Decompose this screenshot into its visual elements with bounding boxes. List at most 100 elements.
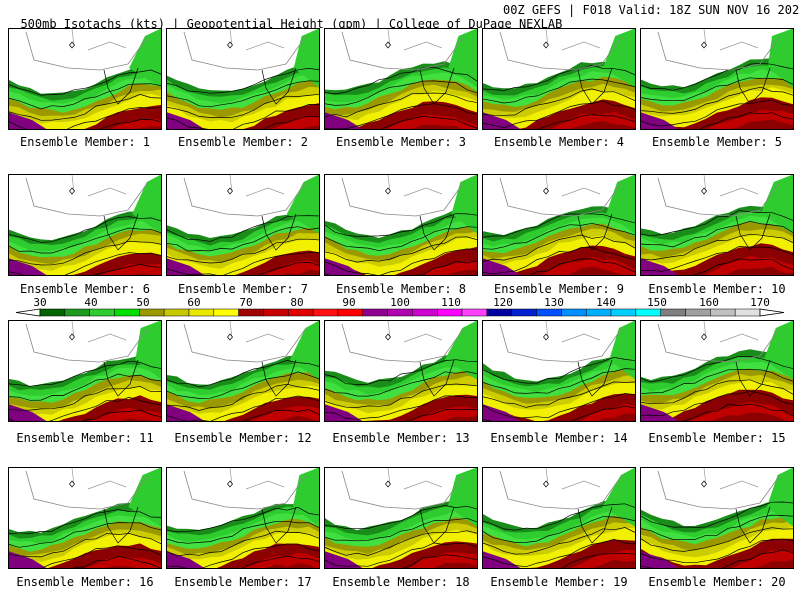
coastline — [261, 213, 297, 251]
isotach-colorbar — [15, 308, 785, 317]
colorbar-swatch — [39, 308, 66, 317]
colorbar-swatch — [486, 308, 512, 317]
ensemble-member-label: Ensemble Member: 14 — [490, 431, 628, 445]
pole-marker-icon — [701, 187, 707, 195]
height-contour — [527, 258, 636, 276]
height-contour — [166, 371, 320, 399]
pole-marker-icon — [701, 41, 707, 49]
colorbar-swatch — [263, 308, 289, 317]
height-contour — [8, 522, 162, 548]
border-line — [341, 177, 465, 217]
border-line — [25, 470, 149, 510]
height-contour — [324, 226, 478, 252]
isotach-band — [324, 552, 478, 569]
isotach-map — [166, 467, 320, 569]
isotach-band — [763, 320, 794, 380]
isotach-band — [482, 403, 636, 422]
isotach-band — [8, 118, 162, 130]
coastline — [577, 67, 613, 105]
ensemble-map-panel — [8, 320, 162, 422]
title-left: 500mb Isotachs (kts) | Geopotential Heig… — [20, 17, 563, 31]
isotach-band — [324, 406, 478, 422]
height-contour — [482, 100, 636, 129]
ensemble-map-panel — [324, 174, 478, 276]
ensemble-member-label: Ensemble Member: 16 — [16, 575, 154, 589]
pole-marker-icon — [385, 41, 391, 49]
coastline — [261, 359, 297, 397]
colorbar-swatch — [188, 308, 215, 317]
pole-marker-icon — [385, 480, 391, 488]
ensemble-member-label: Ensemble Member: 6 — [19, 282, 151, 296]
border-line — [71, 320, 127, 343]
height-contour — [640, 233, 794, 261]
colorbar-arrow-right — [759, 308, 785, 317]
border-line — [25, 323, 149, 363]
ensemble-map-panel — [324, 320, 478, 422]
height-contour — [640, 514, 794, 541]
height-contour — [166, 507, 320, 533]
panel-frame — [8, 320, 162, 422]
height-contour — [482, 247, 636, 275]
ensemble-member-label: Ensemble Member: 8 — [335, 282, 467, 296]
pole-marker-icon — [69, 333, 75, 341]
isotach-band — [602, 28, 636, 88]
coastline — [103, 67, 139, 105]
ensemble-member-label: Ensemble Member: 10 — [648, 282, 786, 296]
height-contour — [80, 409, 162, 422]
ensemble-map-panel — [482, 320, 636, 422]
height-contour — [8, 373, 162, 401]
isotach-map — [324, 467, 478, 569]
colorbar-tick-label: 170 — [750, 296, 770, 309]
pole-marker-icon — [227, 480, 233, 488]
title-right: 00Z GEFS | F018 Valid: 18Z SUN NOV 16 20… — [503, 3, 800, 17]
isotach-band — [482, 549, 636, 569]
coastline — [419, 213, 455, 251]
height-contour — [482, 357, 636, 384]
coastline — [261, 506, 297, 544]
height-contour — [324, 260, 478, 276]
coastline — [735, 359, 771, 397]
colorbar-tick-label: 140 — [596, 296, 616, 309]
border-line — [71, 467, 127, 490]
panel-frame — [482, 467, 636, 569]
ensemble-map-panel — [8, 467, 162, 569]
jet-core — [166, 404, 206, 422]
coastline — [577, 213, 613, 251]
height-contour — [324, 213, 478, 237]
isotach-map — [482, 174, 636, 276]
ensemble-map-panel — [324, 467, 478, 569]
border-line — [183, 31, 307, 71]
colorbar-swatch — [387, 308, 413, 317]
colorbar-tick-label: 130 — [544, 296, 564, 309]
ensemble-member-label: Ensemble Member: 1 — [19, 135, 151, 149]
isotach-map — [166, 320, 320, 422]
ensemble-member-label: Ensemble Member: 17 — [174, 575, 312, 589]
coastline — [103, 506, 139, 544]
isotach-band — [293, 28, 320, 88]
colorbar-tick-label: 40 — [84, 296, 98, 309]
colorbar-tick-label: 60 — [187, 296, 201, 309]
ensemble-map-panel — [8, 174, 162, 276]
isotach-map — [324, 174, 478, 276]
jet-core — [640, 404, 680, 422]
coastline — [103, 359, 139, 397]
ensemble-map-panel — [166, 467, 320, 569]
height-contour — [482, 538, 636, 568]
isotach-map — [640, 28, 794, 130]
pole-marker-icon — [543, 187, 549, 195]
border-line — [499, 323, 623, 363]
colorbar-tick-label: 30 — [33, 296, 47, 309]
isotach-band — [640, 550, 794, 569]
height-contour — [324, 359, 478, 385]
border-line — [229, 320, 285, 343]
ensemble-map-panel — [482, 174, 636, 276]
pole-marker-icon — [543, 41, 549, 49]
figure-title: 500mb Isotachs (kts) | Geopotential Heig… — [6, 3, 800, 45]
height-contour — [640, 62, 794, 91]
panel-frame — [166, 174, 320, 276]
height-contour — [324, 530, 478, 556]
coastline — [261, 67, 297, 105]
height-contour — [640, 369, 794, 395]
isotach-map — [324, 320, 478, 422]
ensemble-map-panel — [640, 467, 794, 569]
